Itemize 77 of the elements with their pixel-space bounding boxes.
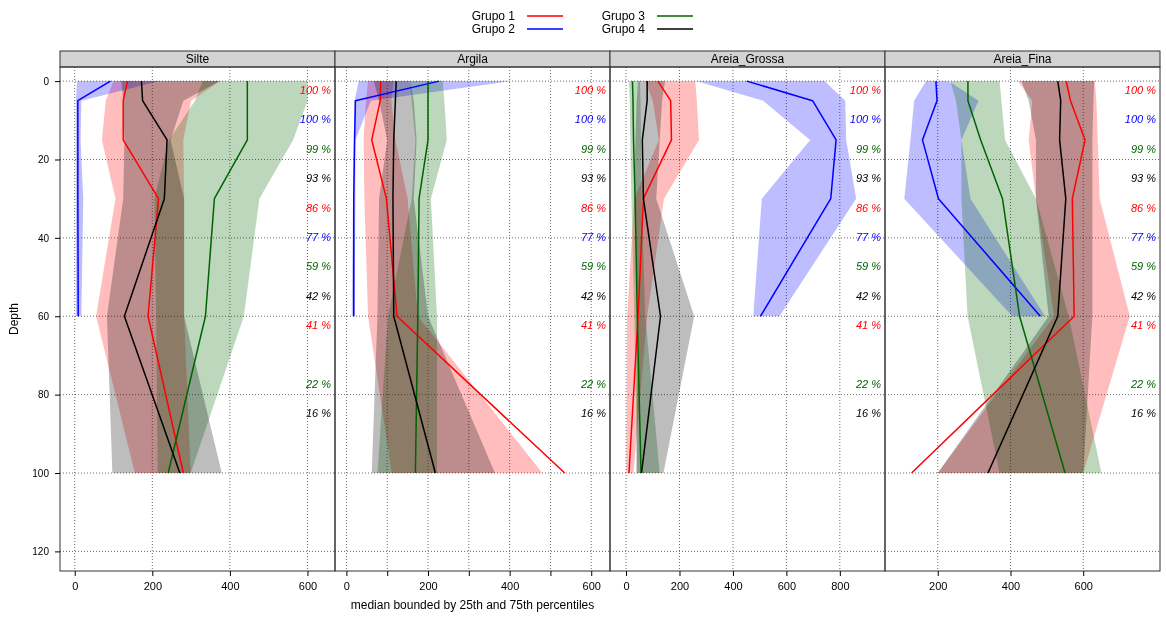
annotation: 41 % [1130, 319, 1157, 332]
x-tick-label: 600 [1074, 579, 1093, 592]
annotation: 100 % [299, 113, 332, 126]
annotation: 16 % [305, 407, 332, 420]
x-axis-title: median bounded by 25th and 75th percentiles [350, 598, 595, 612]
annotation: 100 % [574, 83, 607, 96]
x-tick-label: 800 [831, 579, 850, 592]
annotation: 99 % [1130, 142, 1157, 155]
y-tick-label: 100 [32, 467, 50, 479]
annotation: 77 % [1130, 230, 1157, 243]
annotation: 22 % [579, 377, 607, 390]
chart-title: Areia_Fina [993, 52, 1052, 67]
annotation: 93 % [305, 172, 332, 185]
x-tick-label: 200 [670, 579, 690, 592]
annotation: 86 % [1130, 201, 1157, 214]
annotation: 41 % [580, 319, 607, 332]
annotation: 59 % [580, 260, 607, 273]
annotation: 41 % [855, 319, 882, 332]
x-tick-label: 400 [1001, 579, 1021, 592]
x-tick-label: 0 [72, 579, 79, 592]
annotation: 59 % [855, 260, 882, 273]
annotation: 86 % [305, 201, 332, 214]
annotation: 100 % [849, 83, 882, 96]
x-tick-label: 600 [298, 579, 318, 592]
annotation: 86 % [580, 201, 607, 214]
annotation: 93 % [580, 172, 607, 185]
legend-label: Grupo 2 [471, 22, 516, 37]
annotation: 22 % [854, 377, 882, 390]
x-tick-label: 400 [221, 579, 240, 592]
annotation: 100 % [849, 113, 882, 126]
annotation: 99 % [580, 142, 607, 155]
annotation: 59 % [1130, 260, 1157, 273]
annotation: 42 % [855, 289, 882, 302]
legend-label: Grupo 4 [601, 22, 646, 37]
annotation: 99 % [855, 142, 882, 155]
chart-title: Argila [457, 52, 489, 67]
annotation: 22 % [1129, 377, 1157, 390]
annotation: 100 % [1124, 83, 1157, 96]
annotation: 100 % [299, 83, 332, 96]
annotation: 16 % [1130, 407, 1157, 420]
annotation: 77 % [305, 230, 332, 243]
y-tick-label: 80 [37, 389, 50, 401]
x-tick-label: 600 [582, 579, 601, 592]
annotation: 100 % [574, 113, 607, 126]
annotation: 22 % [304, 377, 332, 390]
annotation: 86 % [855, 201, 882, 214]
annotation: 59 % [305, 260, 332, 273]
annotation: 93 % [855, 172, 882, 185]
x-tick-label: 600 [777, 579, 797, 592]
y-tick-label: 20 [37, 154, 50, 166]
annotation: 16 % [855, 407, 882, 420]
annotation: 42 % [580, 289, 607, 302]
annotation: 99 % [305, 142, 332, 155]
y-axis-title: Depth [7, 302, 21, 336]
annotation: 42 % [1130, 289, 1157, 302]
legend-label: Grupo 3 [601, 9, 646, 24]
annotation: 16 % [580, 407, 607, 420]
annotation: 77 % [855, 230, 882, 243]
x-tick-label: 0 [343, 579, 350, 592]
chart-title: Silte [185, 52, 210, 67]
chart-title: Areia_Grossa [710, 52, 785, 67]
x-tick-label: 200 [143, 579, 162, 592]
x-tick-label: 400 [724, 579, 743, 592]
annotation: 77 % [580, 230, 607, 243]
x-tick-label: 200 [929, 579, 948, 592]
y-tick-label: 120 [32, 546, 50, 558]
y-tick-label: 0 [43, 75, 50, 87]
annotation: 42 % [305, 289, 332, 302]
annotation: 100 % [1124, 113, 1157, 126]
annotation: 41 % [305, 319, 332, 332]
x-tick-label: 0 [623, 579, 630, 592]
annotation: 93 % [1130, 172, 1157, 185]
x-tick-label: 400 [500, 579, 520, 592]
y-tick-label: 40 [37, 232, 50, 244]
x-tick-label: 200 [419, 579, 438, 592]
legend-label: Grupo 1 [471, 9, 516, 24]
y-tick-label: 60 [37, 310, 50, 322]
